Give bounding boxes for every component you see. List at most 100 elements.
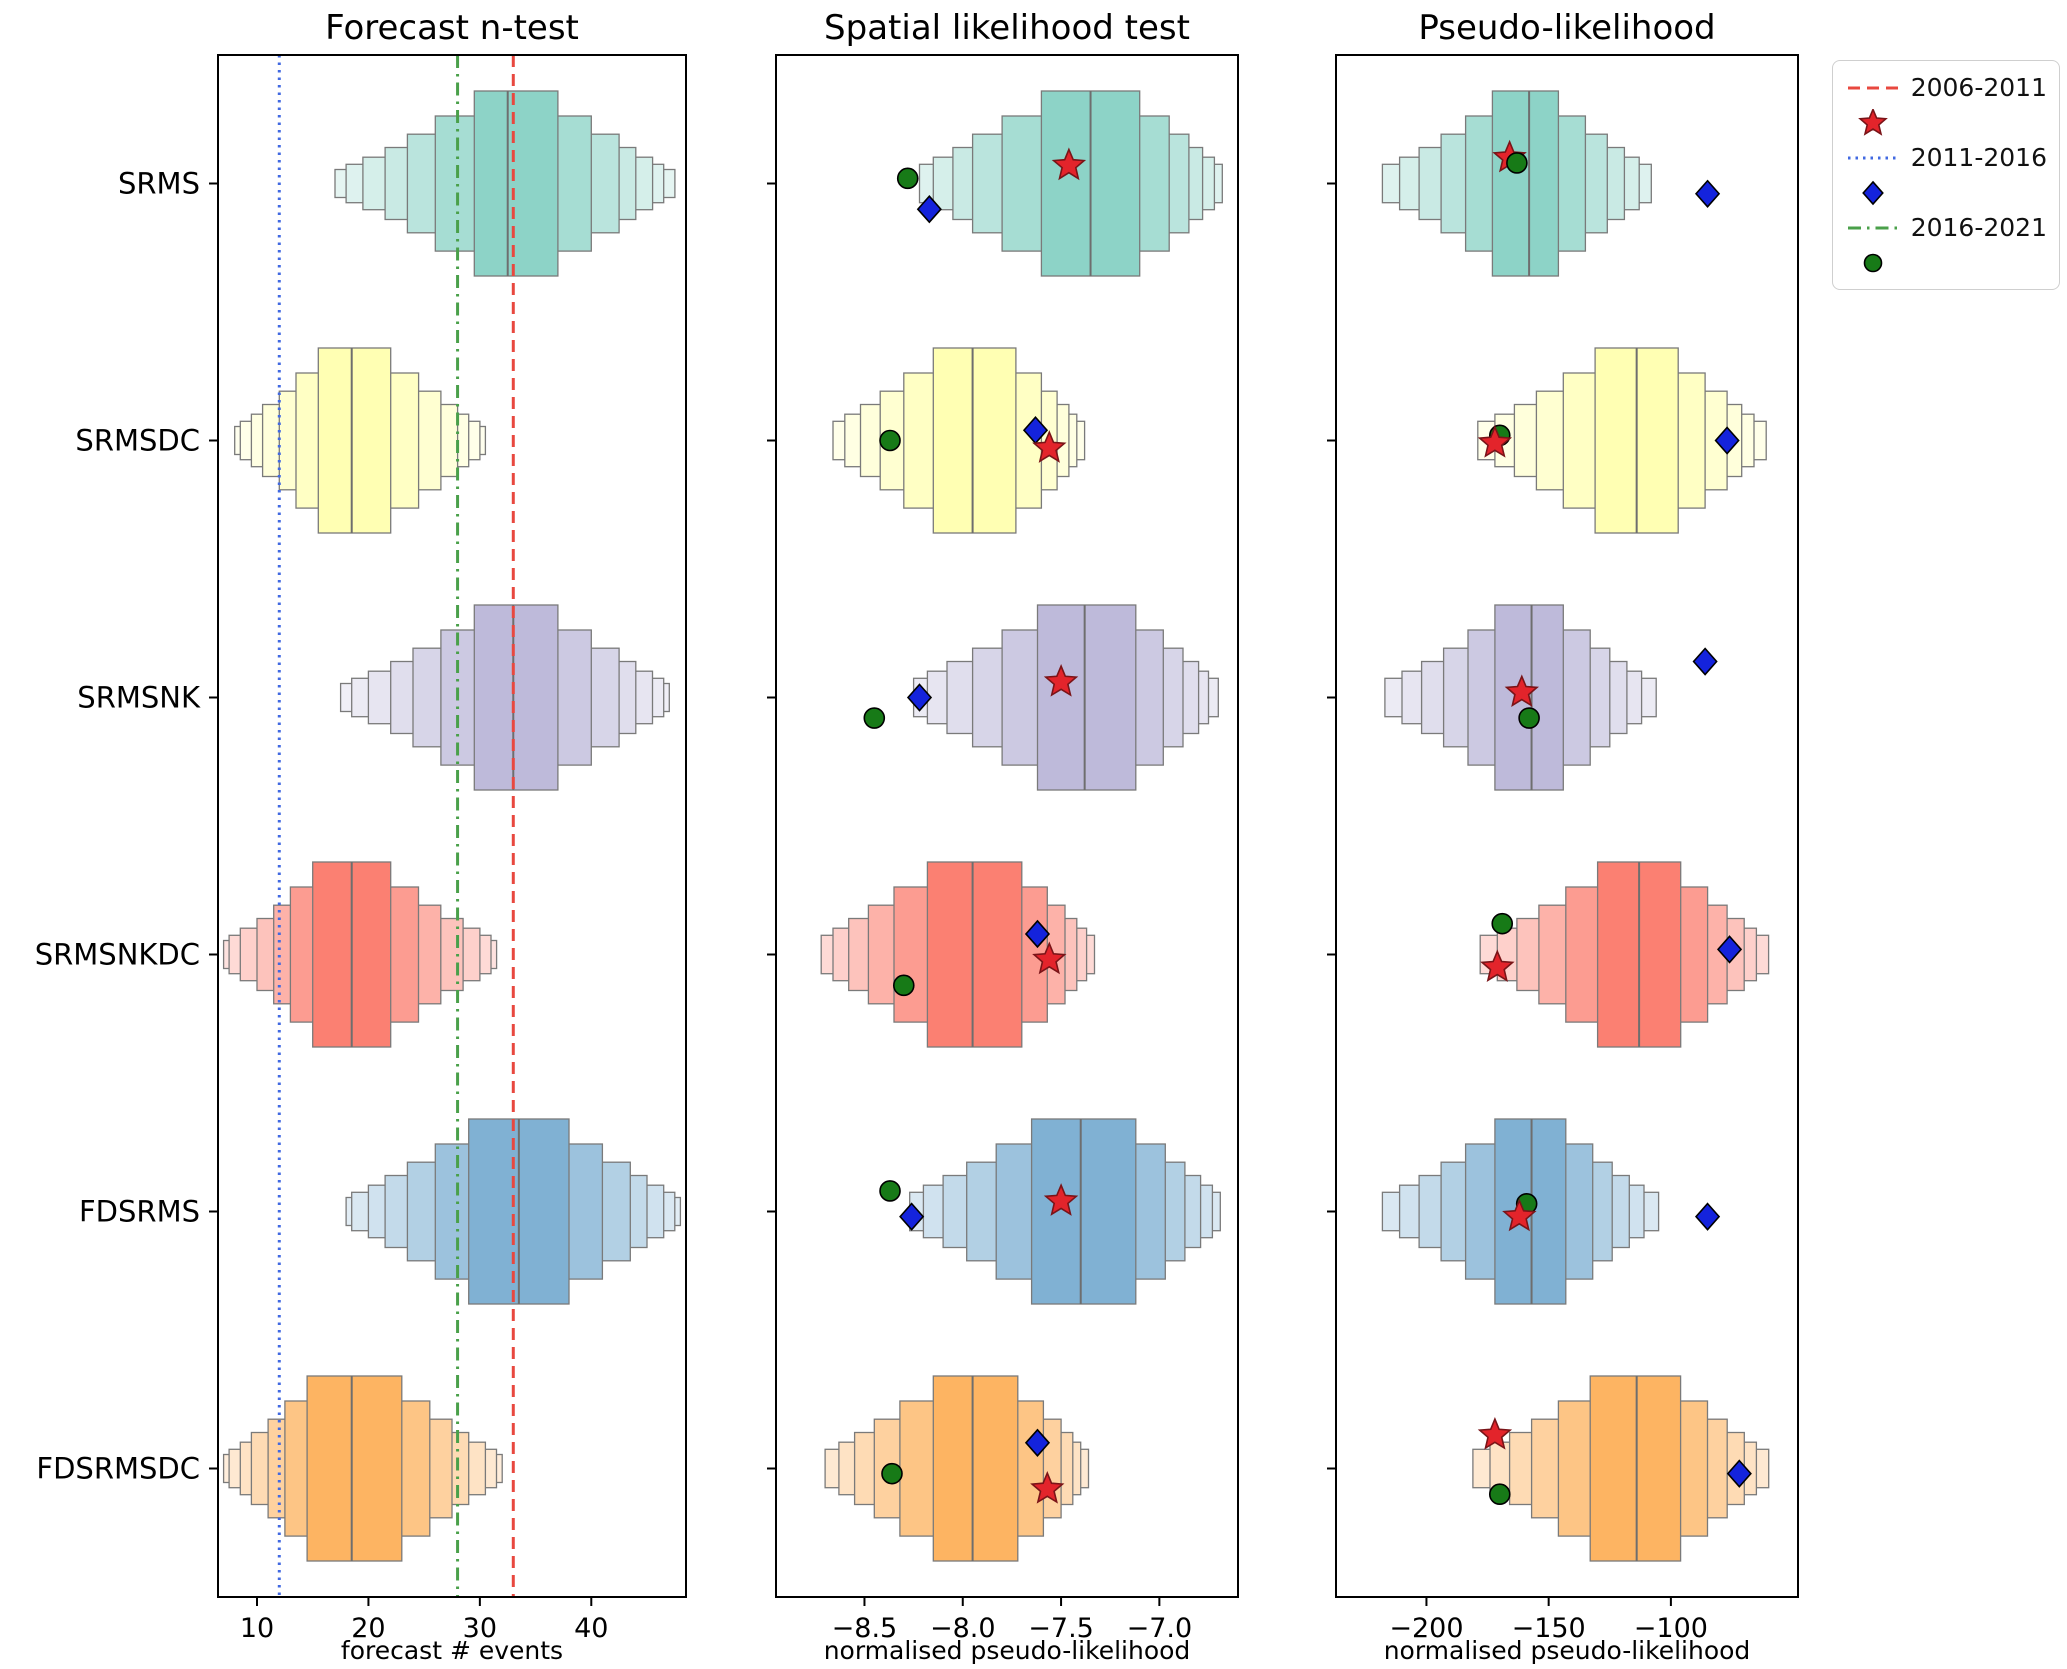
marker-star: [1051, 147, 1087, 181]
x-tick-label: −100: [1634, 1613, 1708, 1644]
marker-star: [1480, 949, 1515, 982]
boxen-row-SRMS: [918, 90, 1223, 277]
model-label-FDSRMSDC: FDSRMSDC: [36, 1452, 200, 1486]
marker-star: [1477, 1416, 1513, 1450]
marker-circle: [1491, 912, 1514, 935]
x-tick-label: −8.5: [832, 1613, 898, 1644]
marker-circle: [892, 974, 915, 997]
boxen-level-0: [1589, 1375, 1682, 1562]
xlabel-normalised-pl-spatial: normalised pseudo-likelihood: [823, 1636, 1191, 1665]
marker-diamond: [1862, 180, 1884, 205]
boxen-level-0: [932, 1375, 1019, 1562]
marker-star: [1030, 1471, 1065, 1504]
panel-1: −8.5 −8.0 −7.5 −7.0: [767, 54, 1239, 1644]
marker-circle: [879, 429, 901, 452]
x-tick-label: 10: [240, 1613, 274, 1644]
legend-entry-2006-2011: 2006-2011: [1845, 73, 2047, 102]
marker-star: [1858, 108, 1888, 136]
boxen-row-SRMS: [334, 90, 676, 277]
model-label-SRMSDC: SRMSDC: [75, 424, 200, 458]
legend-line-swatch: [1848, 86, 1898, 89]
marker-diamond: [1692, 647, 1718, 676]
boxen-level-0: [1036, 604, 1137, 791]
marker-circle: [1506, 152, 1528, 174]
boxen-level-0: [473, 604, 559, 791]
legend-entry-star: [1845, 108, 2047, 137]
x-tick-label: −7.0: [1127, 1613, 1193, 1644]
boxen-level-0: [473, 90, 559, 277]
marker-circle: [1518, 707, 1540, 729]
boxen-row-SRMSNKDC: [1479, 861, 1770, 1048]
marker-diamond: [1694, 179, 1721, 208]
marker-circle: [1863, 253, 1883, 272]
marker-star: [1043, 1183, 1079, 1216]
boxen-level-0: [1030, 1118, 1137, 1305]
marker-diamond: [906, 683, 933, 712]
model-label-SRMSNK: SRMSNK: [77, 681, 201, 715]
x-tick-label: 20: [351, 1613, 385, 1644]
legend: 2006-2011 2011-2016 2016-2021: [1832, 60, 2060, 290]
x-tick-label: 30: [463, 1613, 497, 1644]
legend-line-swatch: [1848, 156, 1898, 159]
axes-spines: [775, 54, 1239, 1598]
boxen-level-0: [317, 347, 392, 534]
x-tick-label: −7.5: [1028, 1613, 1094, 1644]
marker-diamond: [916, 194, 942, 224]
boxen-row-SRMSNK: [1384, 604, 1657, 791]
boxen-row-FDSRMSDC: [824, 1375, 1090, 1562]
xlabel-normalised-pl-pseudo: normalised pseudo-likelihood: [1383, 1636, 1751, 1665]
panel-0: 10 20 30 40 SRMS SRMSDC SRMSNK SRMSNKDC FDSRMS FD…: [35, 54, 687, 1644]
legend-label: 2011-2016: [1910, 143, 2047, 172]
legend-entry-2011-2016: 2011-2016: [1845, 143, 2047, 172]
marker-diamond: [1024, 1428, 1051, 1458]
marker-circle: [881, 1462, 903, 1485]
boxen-row-SRMSNK: [339, 604, 670, 791]
marker-circle: [1488, 1483, 1511, 1505]
marker-diamond: [1694, 1202, 1721, 1231]
marker-diamond: [899, 1202, 925, 1231]
marker-star: [1477, 425, 1513, 458]
panel-title-pseudo-likelihood: Pseudo-likelihood: [1418, 8, 1716, 48]
model-label-FDSRMS: FDSRMS: [79, 1195, 200, 1229]
marker-star: [1032, 430, 1067, 463]
boxen-row-SRMSNKDC: [820, 861, 1096, 1048]
model-label-SRMS: SRMS: [118, 167, 200, 201]
panel-title-forecast-n-test: Forecast n-test: [325, 8, 579, 48]
boxen-row-SRMSDC: [234, 347, 487, 534]
boxen-row-FDSRMSDC: [222, 1375, 503, 1562]
boxen-row-SRMSNKDC: [222, 861, 498, 1048]
legend-entry-diamond: [1845, 178, 2047, 207]
marker-diamond: [1716, 935, 1743, 964]
marker-star: [1504, 674, 1539, 707]
marker-circle: [896, 167, 919, 190]
marker-circle: [863, 707, 886, 729]
legend-entry-circle: [1845, 248, 2047, 277]
legend-label: 2016-2021: [1910, 213, 2047, 242]
marker-star: [1032, 941, 1067, 975]
boxen-row-SRMSDC: [1477, 347, 1767, 534]
marker-diamond: [1714, 426, 1740, 455]
axes-spines: [217, 54, 687, 1598]
legend-line-swatch: [1848, 226, 1898, 229]
x-tick-label: −8.0: [930, 1613, 996, 1644]
marker-star: [1502, 1198, 1537, 1232]
panel-2: −200 −150 −100: [1327, 54, 1799, 1644]
boxen-level-0: [926, 861, 1023, 1048]
x-tick-label: 40: [574, 1613, 608, 1644]
legend-label: 2006-2011: [1910, 73, 2047, 102]
legend-entry-2016-2021: 2016-2021: [1845, 213, 2047, 242]
marker-circle: [879, 1180, 901, 1202]
legend-circle-icon: [1863, 253, 1883, 272]
xlabel-forecast-events: forecast # events: [340, 1636, 564, 1665]
boxen-level-0: [306, 1375, 403, 1562]
x-tick-label: −150: [1512, 1613, 1586, 1644]
boxen-row-SRMSNK: [912, 604, 1219, 791]
boxen-row-SRMS: [1381, 90, 1652, 277]
marker-diamond: [1024, 919, 1051, 949]
axes-spines: [1335, 54, 1799, 1598]
model-label-SRMSNKDC: SRMSNKDC: [35, 938, 200, 972]
x-tick-label: −200: [1389, 1613, 1463, 1644]
legend-diamond-icon: [1862, 180, 1884, 205]
